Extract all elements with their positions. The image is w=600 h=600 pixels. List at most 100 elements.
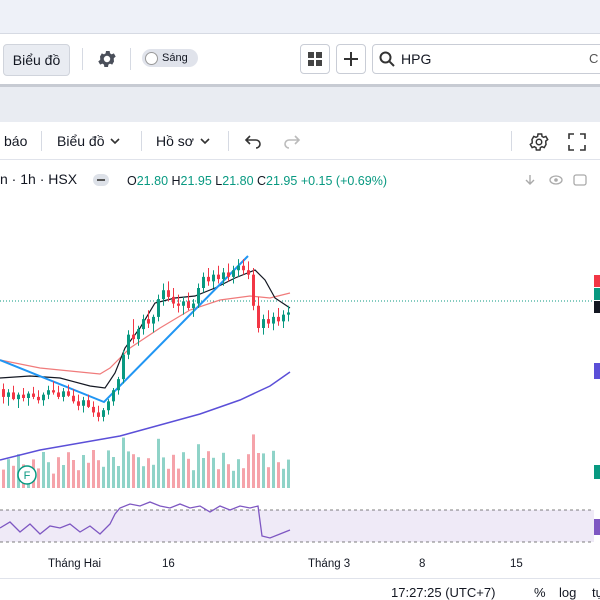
volume-bar — [122, 437, 125, 488]
volume-bar — [232, 470, 235, 488]
chart-tab-button[interactable]: Biểu đồ — [3, 44, 70, 76]
candle — [257, 305, 260, 328]
ma-fast-line — [0, 269, 291, 389]
volume-bar — [167, 468, 170, 488]
legend-collapse-button[interactable] — [93, 174, 109, 186]
price-tag-volume — [594, 465, 600, 479]
candle — [202, 276, 205, 288]
percent-toggle[interactable]: % — [534, 585, 546, 600]
volume-bar — [77, 470, 80, 488]
volume-bar — [132, 454, 135, 488]
volume-bar — [182, 452, 185, 488]
price-tag-black — [594, 301, 600, 313]
volume-bar — [162, 457, 165, 488]
candle — [32, 393, 35, 397]
eye-icon[interactable] — [549, 174, 563, 186]
candle — [22, 394, 25, 398]
volume-bar — [227, 464, 230, 488]
settings-gear-icon[interactable] — [96, 48, 118, 70]
chart-type-dropdown[interactable]: Biểu đồ — [57, 133, 121, 149]
candle — [82, 400, 85, 406]
volume-bar — [97, 460, 100, 488]
candle — [37, 396, 40, 401]
app-top-strip — [0, 0, 600, 34]
volume-bar — [47, 462, 50, 488]
candle — [2, 389, 5, 397]
volume-bar — [272, 450, 275, 488]
volume-bar — [67, 452, 70, 488]
candlestick-chart[interactable]: F — [0, 188, 600, 552]
redo-icon[interactable] — [283, 133, 301, 149]
low-value: 21.80 — [222, 174, 254, 188]
indicators-button[interactable]: báo — [4, 133, 27, 149]
candle — [77, 401, 80, 406]
volume-bar — [212, 457, 215, 488]
layout-grid-button[interactable] — [300, 44, 330, 74]
auto-toggle[interactable]: tự — [592, 585, 600, 600]
candle — [147, 319, 150, 324]
candle — [97, 412, 100, 417]
candle — [12, 392, 15, 400]
time-label: Tháng 3 — [308, 558, 351, 570]
fullscreen-icon[interactable] — [568, 133, 586, 151]
candle — [52, 390, 55, 393]
chart-area[interactable]: n · 1h · HSX O21.80 H21.95 L21.80 C21.95… — [0, 160, 600, 600]
symbol-search-input[interactable]: HPG C — [372, 44, 600, 74]
candle — [107, 401, 110, 411]
main-toolbar: Biểu đồ Sáng HPG C — [0, 34, 600, 84]
toolbar-divider — [141, 131, 142, 151]
volume-bar — [2, 469, 5, 488]
volume-bar — [7, 459, 10, 488]
volume-bar — [197, 444, 200, 488]
candle — [247, 270, 250, 275]
arrow-down-icon[interactable] — [524, 174, 536, 186]
candle — [227, 272, 230, 277]
candle — [212, 274, 215, 282]
undo-icon[interactable] — [244, 133, 262, 149]
toolbar-divider — [82, 48, 83, 70]
price-tag-rsi — [594, 519, 600, 535]
price-tag-purple — [594, 363, 600, 379]
volume-bar — [257, 453, 260, 488]
candle — [222, 272, 225, 280]
volume-bar — [142, 466, 145, 488]
candle — [27, 393, 30, 398]
candle — [7, 392, 10, 397]
theme-toggle[interactable]: Sáng — [142, 49, 198, 67]
time-axis[interactable]: Tháng Hai 16 Tháng 3 8 15 — [0, 552, 560, 578]
add-symbol-button[interactable] — [336, 44, 366, 74]
candle — [207, 276, 210, 282]
volume-bar — [102, 466, 105, 488]
search-value: HPG — [401, 51, 432, 67]
volume-bar — [112, 457, 115, 488]
panel-band — [0, 84, 600, 122]
time-label: 8 — [419, 558, 426, 570]
profile-dropdown[interactable]: Hồ sơ — [156, 133, 210, 149]
candle — [267, 319, 270, 324]
event-marker[interactable] — [17, 465, 37, 485]
candle — [47, 390, 50, 395]
candle — [192, 303, 195, 308]
candle — [162, 290, 165, 300]
volume-bar — [37, 468, 40, 488]
chart-legend: n · 1h · HSX — [0, 171, 77, 187]
toolbar-divider — [130, 48, 131, 70]
rsi-line — [0, 501, 291, 539]
candle — [232, 270, 235, 277]
search-right-text: C — [589, 51, 599, 66]
ma-slow-line — [0, 371, 291, 461]
candle — [122, 354, 125, 380]
maximize-pane-icon[interactable] — [573, 174, 587, 186]
ohlc-readout: O21.80 H21.95 L21.80 C21.95 +0.15 (+0.69… — [127, 174, 387, 188]
log-toggle[interactable]: log — [559, 585, 577, 600]
clock-time[interactable]: 17:27:25 (UTC+7) — [391, 585, 496, 600]
search-icon — [379, 51, 395, 67]
toolbar-divider — [228, 131, 229, 151]
chart-settings-gear-icon[interactable] — [528, 131, 550, 153]
candle — [42, 394, 45, 401]
volume-bar — [42, 452, 45, 488]
candle — [62, 391, 65, 397]
chart-type-label: Biểu đồ — [57, 133, 105, 149]
time-label: 15 — [510, 558, 523, 570]
candle — [117, 379, 120, 391]
